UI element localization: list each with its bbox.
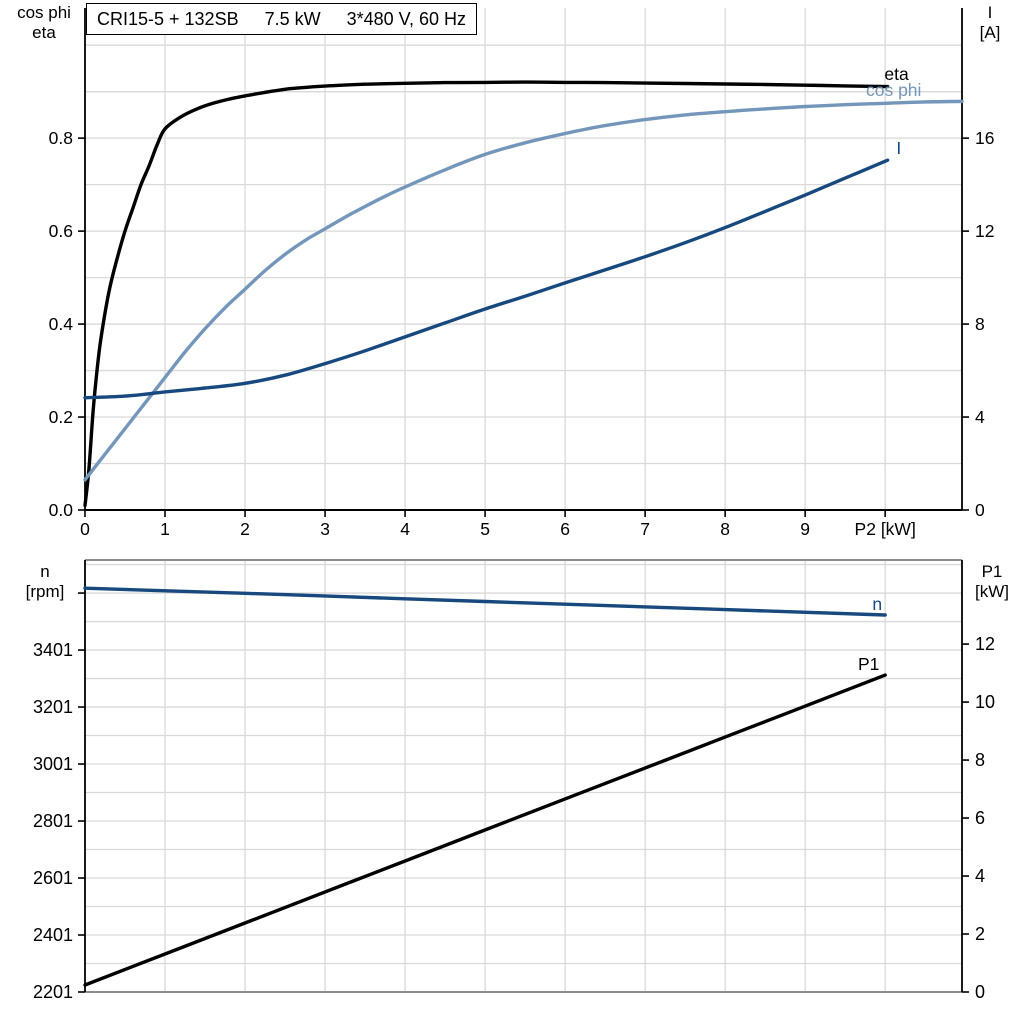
- right-tick-label: 16: [975, 128, 994, 148]
- p1-axis-label: P1: [981, 562, 1003, 581]
- left-tick-label: 0.2: [49, 407, 73, 427]
- right-tick-label: 0: [975, 500, 985, 520]
- top-left-axis-label: cos phi eta: [4, 3, 84, 43]
- x-tick-label: 6: [560, 519, 570, 539]
- left-tick-label: 2801: [33, 811, 73, 831]
- I-curve: [83, 158, 890, 400]
- p1-axis-unit: [kW]: [975, 582, 1009, 601]
- chart-bottom: 2201 2401 2601 2801 3001 3201 3401 0 2 4 6 8 10 12 n P1: [33, 559, 995, 1002]
- right-tick-label: 4: [975, 866, 985, 886]
- x-tick-label: 8: [720, 519, 730, 539]
- left-tick-label: 0.4: [49, 314, 74, 334]
- left-tick-label: 0.8: [49, 128, 73, 148]
- frame-bottom: [84, 559, 963, 993]
- x-tick-label: 0: [80, 519, 90, 539]
- right-tick-label: 8: [975, 750, 985, 770]
- x-tick-label: 2: [240, 519, 250, 539]
- n-curve-label: n: [872, 594, 882, 614]
- left-tick-label: 3201: [33, 697, 73, 717]
- left-tick-label: 2601: [33, 868, 73, 888]
- bottom-left-axis-label: n [rpm]: [8, 562, 82, 602]
- speed-axis-unit: [rpm]: [25, 582, 65, 601]
- cos-phi-axis-label: cos phi: [17, 3, 71, 22]
- gridlines-bottom: [85, 560, 962, 992]
- x-tick-label: 9: [800, 519, 810, 539]
- frame-top: [84, 8, 963, 511]
- right-tick-label: 4: [975, 407, 985, 427]
- gridlines-top: [85, 8, 962, 510]
- P1-curve-label: P1: [858, 654, 879, 674]
- left-tick-label: 2201: [33, 982, 73, 1002]
- current-axis-unit: [A]: [979, 23, 1001, 42]
- top-right-axis-label: I [A]: [958, 3, 1022, 43]
- n-curve: [83, 586, 887, 617]
- eta-axis-label: eta: [32, 23, 56, 42]
- x-tick-label: 4: [400, 519, 410, 539]
- I-curve-label: I: [896, 138, 901, 158]
- right-tick-label: 12: [975, 634, 995, 654]
- left-tick-label: 3401: [33, 640, 73, 660]
- right-tick-label: 8: [975, 314, 985, 334]
- bottom-right-axis-label: P1 [kW]: [960, 562, 1024, 602]
- chart-title-box: CRI15-5 + 132SB 7.5 kW 3*480 V, 60 Hz: [86, 3, 478, 35]
- x-tick-label: 5: [480, 519, 490, 539]
- chart-top: 0 1 2 3 4 5 6 7 8 9 P2 [kW]0.00.20.40.60.80481216e…: [49, 8, 995, 539]
- cos-phi-curve: [83, 99, 964, 482]
- eta-curve-label: eta: [884, 64, 909, 84]
- left-tick-label: 0.0: [49, 500, 74, 520]
- speed-axis-label: n: [40, 562, 50, 581]
- cos-phi-curve-label: cos phi: [866, 80, 921, 100]
- x-tick-label: 1: [160, 519, 170, 539]
- right-tick-label: 12: [975, 221, 994, 241]
- left-tick-label: 0.6: [49, 221, 73, 241]
- right-tick-label: 0: [975, 982, 985, 1002]
- right-tick-label: 6: [975, 808, 985, 828]
- P1-curve: [83, 673, 887, 987]
- ticks-bottom: 2201 2401 2601 2801 3001 3201 3401 0 2 4 6 8 10 12: [33, 592, 995, 1002]
- pump-supply: 3*480 V, 60 Hz: [346, 8, 467, 29]
- x-tick-label: P2 [kW]: [855, 519, 916, 539]
- eta-curve: [83, 80, 890, 508]
- right-tick-label: 10: [975, 692, 995, 712]
- pump-power: 7.5 kW: [264, 8, 321, 29]
- x-tick-label: 7: [640, 519, 650, 539]
- left-tick-label: 3001: [33, 754, 73, 774]
- pump-model: CRI15-5 + 132SB: [97, 8, 239, 29]
- current-axis-label: I: [987, 3, 993, 22]
- x-tick-label: 3: [320, 519, 330, 539]
- right-tick-label: 2: [975, 924, 985, 944]
- left-tick-label: 2401: [33, 925, 73, 945]
